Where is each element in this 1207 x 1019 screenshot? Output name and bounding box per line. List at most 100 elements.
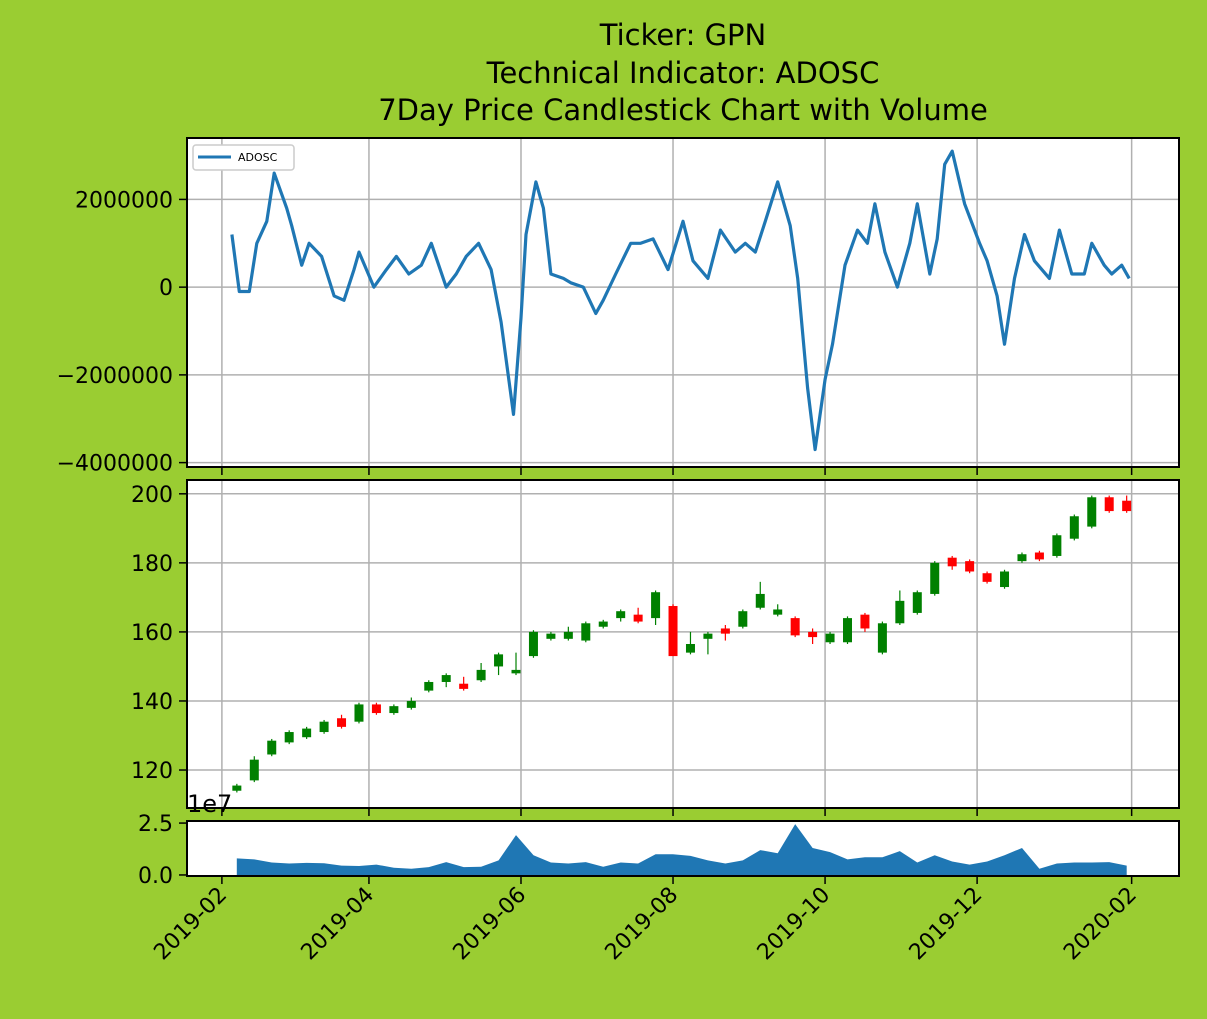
indicator-frame (186, 137, 1180, 468)
candle-body (598, 621, 608, 627)
candle (720, 625, 730, 641)
candle-body (1017, 554, 1027, 562)
price-plot-area (187, 480, 1179, 808)
candle-body (249, 759, 259, 781)
candle-body (563, 631, 573, 639)
candle (267, 738, 277, 757)
legend-box (192, 144, 295, 171)
candle-body (965, 561, 975, 572)
price-y-tick-label: 160 (131, 621, 173, 646)
candle (1052, 533, 1062, 558)
candle (912, 590, 922, 615)
candle (982, 571, 992, 584)
candle (755, 581, 765, 610)
candle (825, 631, 835, 644)
indicator-grid (187, 138, 1179, 467)
volume-area (236, 824, 1127, 875)
candle-body (947, 557, 957, 567)
candle-body (528, 631, 538, 657)
candle-body (232, 785, 242, 791)
candle (895, 590, 905, 626)
candle-body (441, 675, 451, 682)
candle-body (877, 623, 887, 653)
candle-body (302, 728, 312, 738)
candle-body (494, 654, 504, 667)
candle (633, 607, 643, 624)
candle-body (546, 633, 556, 639)
candle (581, 621, 591, 643)
title-line-3: 7Day Price Candlestick Chart with Volume (378, 93, 988, 127)
indicator-plot-area (187, 138, 1179, 467)
candle (685, 631, 695, 655)
candle (354, 702, 364, 724)
indicator-x-ticks (221, 467, 1133, 475)
candle (249, 756, 259, 783)
volume-y-tick-label: 2.5 (138, 812, 173, 837)
candle-body (616, 611, 626, 619)
indicator-y-axis: −4000000 −2000000 0 2000000 (57, 188, 187, 477)
title-line-2: Technical Indicator: ADOSC (486, 56, 880, 90)
title-line-1: Ticker: GPN (599, 18, 766, 52)
candle (1104, 495, 1114, 513)
candlesticks (232, 495, 1132, 793)
candle-body (703, 633, 713, 639)
candle (406, 697, 416, 710)
candle-body (982, 573, 992, 582)
candle (1000, 569, 1010, 589)
candle (616, 609, 626, 622)
indicator-y-tick-label: −4000000 (57, 452, 173, 477)
price-panel: 120 140 160 180 200 (131, 479, 1180, 816)
candle-body (511, 669, 521, 674)
legend: ADOSC (192, 144, 295, 171)
candle (476, 662, 486, 682)
candle-body (459, 683, 469, 689)
candle (441, 673, 451, 688)
candle-body (843, 618, 853, 643)
candle (773, 604, 783, 617)
candle (668, 604, 678, 657)
candle (738, 609, 748, 629)
volume-frame (186, 820, 1180, 877)
candle (790, 616, 800, 638)
candle-body (773, 609, 783, 615)
price-y-tick-label: 200 (131, 483, 173, 508)
candle (1122, 495, 1132, 513)
candle-body (738, 611, 748, 627)
candle (459, 676, 469, 691)
candle (371, 702, 381, 715)
candle-body (267, 740, 277, 755)
price-y-tick-label: 140 (131, 690, 173, 715)
candle (965, 559, 975, 574)
candle (389, 704, 399, 715)
candle-body (1034, 552, 1044, 560)
indicator-panel: −4000000 −2000000 0 2000000 ADOSC (57, 137, 1180, 477)
candle (1087, 495, 1097, 529)
adosc-line (230, 149, 1131, 452)
candle-body (476, 669, 486, 681)
candle-body (1087, 497, 1097, 527)
candle-body (1000, 571, 1010, 588)
indicator-y-tick-label: 0 (159, 276, 173, 301)
candle (563, 626, 573, 641)
candle (860, 612, 870, 632)
candle-body (895, 600, 905, 624)
candle (424, 680, 434, 693)
price-frame (186, 479, 1180, 809)
indicator-y-tick-label: 2000000 (75, 188, 173, 213)
candle-body (755, 593, 765, 608)
candle (319, 719, 329, 734)
candle (651, 590, 661, 626)
price-y-axis: 120 140 160 180 200 (131, 483, 187, 784)
volume-y-tick-label: 0.0 (138, 864, 173, 889)
candle (877, 621, 887, 655)
candle (337, 714, 347, 729)
candle-body (633, 614, 643, 622)
volume-y-axis: 0.0 2.5 (138, 812, 187, 889)
candle-body (319, 721, 329, 733)
candle (1034, 550, 1044, 562)
candle-body (930, 562, 940, 594)
candle (494, 652, 504, 676)
candle-body (668, 606, 678, 657)
candle-body (1104, 497, 1114, 512)
